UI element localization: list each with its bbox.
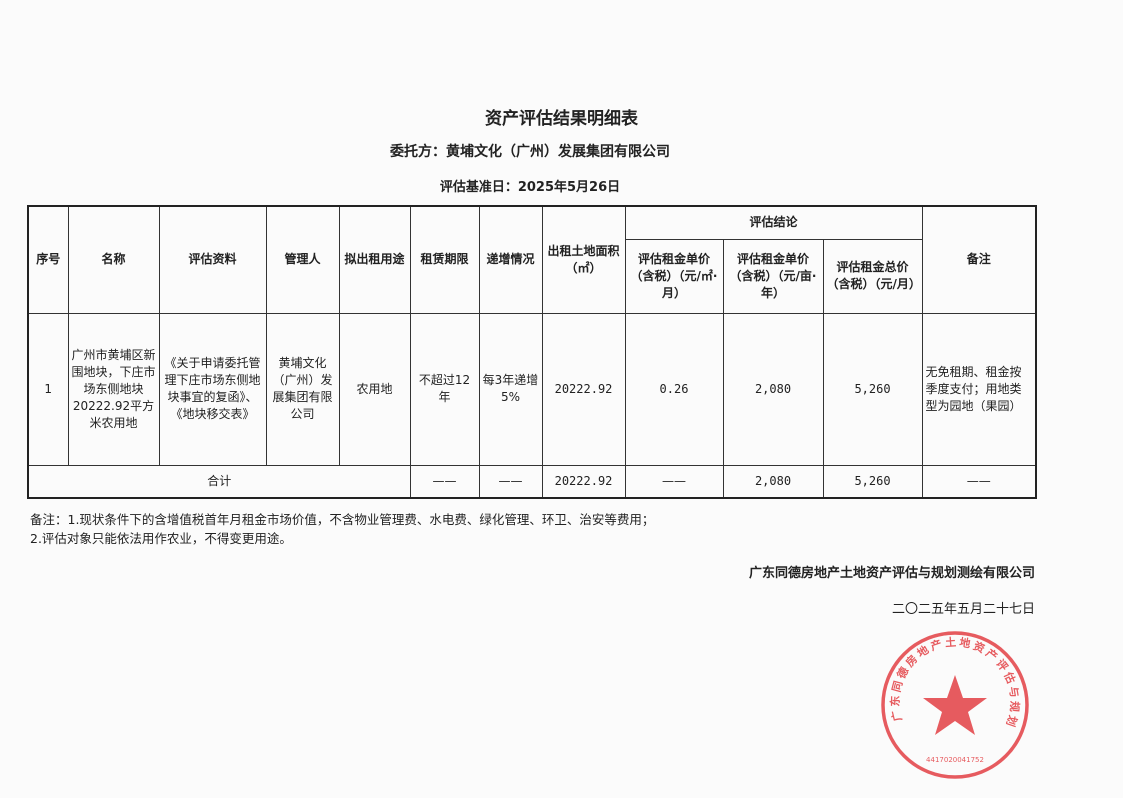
note-1: 备注：1.现状条件下的含增值税首年月租金市场价值，不含物业管理费、水电费、绿化管… bbox=[30, 512, 655, 527]
cell-unit-price-sqm: 0.26 bbox=[624, 312, 724, 466]
base-date: 评估基准日：2025年5月26日 bbox=[439, 180, 621, 195]
company-seal: 广东同德房地产土地资产评估与规划测绘有限公司 4417020041752 bbox=[880, 630, 1029, 779]
header-unit-price-sqm: 评估租金单价（含税）（元/㎡·月） bbox=[624, 238, 724, 314]
cell-increase: 每3年递增5% bbox=[478, 312, 543, 466]
total-remarks: —— bbox=[921, 464, 1037, 499]
cell-materials: 《关于申请委托管理下庄市场东侧地块事宜的复函》、《地块移交表》 bbox=[158, 312, 267, 466]
cell-name: 广州市黄埔区新围地块，下庄市场东侧地块20222.92平方米农用地 bbox=[67, 312, 160, 466]
header-materials: 评估资料 bbox=[158, 205, 267, 314]
cell-index: 1 bbox=[27, 312, 69, 466]
header-use: 拟出租用途 bbox=[338, 205, 411, 314]
header-increase: 递增情况 bbox=[478, 205, 543, 314]
cell-manager: 黄埔文化（广州）发展集团有限公司 bbox=[265, 312, 340, 466]
signature-company: 广东同德房地产土地资产评估与规划测绘有限公司 bbox=[748, 566, 1035, 581]
star-icon bbox=[923, 675, 987, 735]
total-label: 合计 bbox=[27, 464, 411, 499]
document-title: 资产评估结果明细表 bbox=[485, 109, 638, 129]
seal-number: 4417020041752 bbox=[926, 756, 984, 764]
cell-remarks: 无免租期、租金按季度支付；用地类型为园地（果园） bbox=[921, 312, 1037, 466]
header-total-price: 评估租金总价（含税）（元/月） bbox=[822, 238, 923, 314]
header-row: 序号 名称 评估资料 管理人 拟出租用途 租赁期限 递增情况 出租土地面积（㎡）… bbox=[27, 205, 1037, 314]
header-unit-price-mu: 评估租金单价（含税）（元/亩·年） bbox=[722, 238, 824, 314]
header-name: 名称 bbox=[67, 205, 160, 314]
total-increase: —— bbox=[478, 464, 543, 499]
cell-area: 20222.92 bbox=[541, 312, 626, 466]
signature-date: 二〇二五年五月二十七日 bbox=[891, 602, 1035, 617]
header-manager: 管理人 bbox=[265, 205, 340, 314]
total-total-price: 5,260 bbox=[822, 464, 923, 499]
cell-total-price: 5,260 bbox=[822, 312, 923, 466]
total-term: —— bbox=[409, 464, 480, 499]
total-row: 合计 —— —— 20222.92 —— 2,080 5,260 —— bbox=[27, 464, 1037, 499]
subheader-row: 评估租金单价（含税）（元/㎡·月） 评估租金单价（含税）（元/亩·年） 评估租金… bbox=[28, 238, 1036, 314]
client-line: 委托方：黄埔文化（广州）发展集团有限公司 bbox=[390, 144, 670, 160]
header-area: 出租土地面积（㎡） bbox=[541, 205, 626, 314]
notes: 备注：1.现状条件下的含增值税首年月租金市场价值，不含物业管理费、水电费、绿化管… bbox=[30, 510, 654, 548]
note-2: 2.评估对象只能依法用作农业，不得变更用途。 bbox=[30, 531, 292, 546]
total-unit-price-sqm: —— bbox=[624, 464, 724, 499]
header-conclusion: 评估结论 bbox=[624, 205, 923, 240]
seal-ring bbox=[881, 631, 1029, 779]
total-area: 20222.92 bbox=[541, 464, 626, 499]
total-unit-price-mu: 2,080 bbox=[722, 464, 824, 499]
header-remarks: 备注 bbox=[921, 205, 1037, 314]
valuation-table: 序号 名称 评估资料 管理人 拟出租用途 租赁期限 递增情况 出租土地面积（㎡）… bbox=[27, 205, 1038, 499]
cell-unit-price-mu: 2,080 bbox=[722, 312, 824, 466]
table-row: 1 广州市黄埔区新围地块，下庄市场东侧地块20222.92平方米农用地 《关于申… bbox=[27, 312, 1037, 466]
header-term: 租赁期限 bbox=[409, 205, 480, 314]
cell-use: 农用地 bbox=[338, 312, 411, 466]
header-index: 序号 bbox=[27, 205, 69, 314]
cell-term: 不超过12年 bbox=[409, 312, 480, 466]
